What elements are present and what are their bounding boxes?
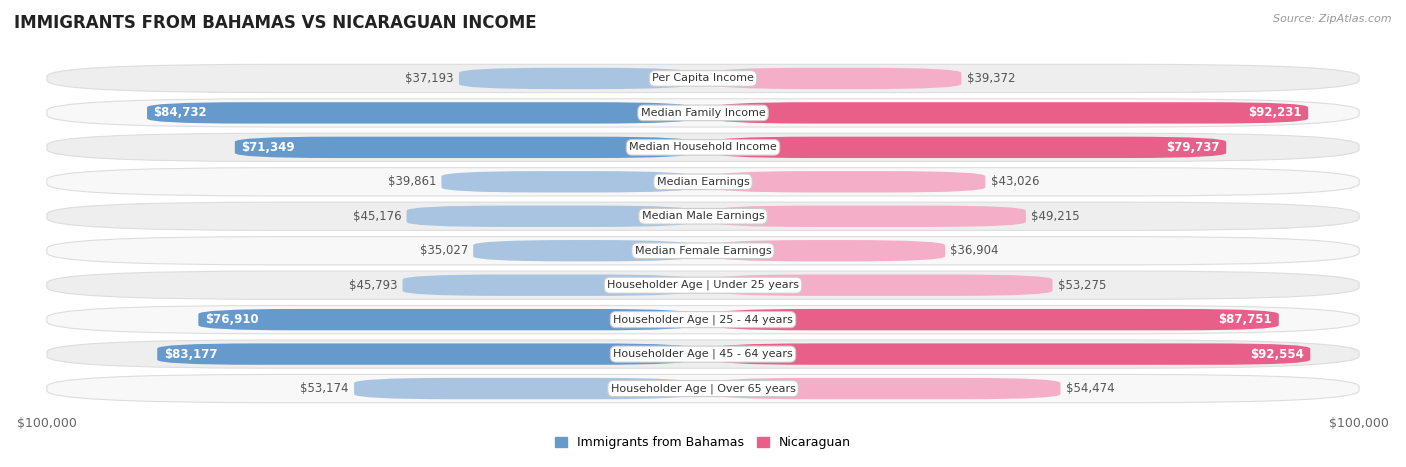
FancyBboxPatch shape [713,275,1053,296]
FancyBboxPatch shape [46,375,1360,403]
FancyBboxPatch shape [713,240,945,262]
Text: Householder Age | Over 65 years: Householder Age | Over 65 years [610,383,796,394]
FancyBboxPatch shape [713,102,1308,124]
Text: $53,275: $53,275 [1057,279,1107,292]
FancyBboxPatch shape [46,133,1360,162]
Text: Householder Age | Under 25 years: Householder Age | Under 25 years [607,280,799,290]
FancyBboxPatch shape [46,64,1360,92]
FancyBboxPatch shape [148,102,693,124]
Text: $43,026: $43,026 [991,175,1039,188]
FancyBboxPatch shape [458,68,693,89]
FancyBboxPatch shape [46,99,1360,127]
FancyBboxPatch shape [157,343,693,365]
FancyBboxPatch shape [46,168,1360,196]
Text: Median Family Income: Median Family Income [641,108,765,118]
FancyBboxPatch shape [46,305,1360,334]
Text: $83,177: $83,177 [165,347,218,361]
FancyBboxPatch shape [402,275,693,296]
Text: $79,737: $79,737 [1166,141,1219,154]
FancyBboxPatch shape [713,137,1226,158]
Text: $39,861: $39,861 [388,175,436,188]
Text: IMMIGRANTS FROM BAHAMAS VS NICARAGUAN INCOME: IMMIGRANTS FROM BAHAMAS VS NICARAGUAN IN… [14,14,537,32]
Text: $76,910: $76,910 [205,313,259,326]
FancyBboxPatch shape [713,343,1310,365]
Text: $54,474: $54,474 [1066,382,1115,395]
Text: Median Earnings: Median Earnings [657,177,749,187]
Text: Householder Age | 45 - 64 years: Householder Age | 45 - 64 years [613,349,793,359]
FancyBboxPatch shape [198,309,693,330]
Text: $36,904: $36,904 [950,244,998,257]
FancyBboxPatch shape [46,340,1360,368]
FancyBboxPatch shape [713,378,1060,399]
Text: $45,793: $45,793 [349,279,398,292]
FancyBboxPatch shape [713,68,962,89]
Text: $92,554: $92,554 [1250,347,1303,361]
FancyBboxPatch shape [406,205,693,227]
Text: Median Female Earnings: Median Female Earnings [634,246,772,256]
Text: $84,732: $84,732 [153,106,207,120]
FancyBboxPatch shape [46,271,1360,299]
Legend: Immigrants from Bahamas, Nicaraguan: Immigrants from Bahamas, Nicaraguan [550,432,856,454]
Text: $53,174: $53,174 [301,382,349,395]
Text: $92,231: $92,231 [1249,106,1302,120]
FancyBboxPatch shape [441,171,693,192]
FancyBboxPatch shape [46,202,1360,230]
FancyBboxPatch shape [46,237,1360,265]
Text: Median Household Income: Median Household Income [628,142,778,152]
FancyBboxPatch shape [713,171,986,192]
Text: $39,372: $39,372 [966,72,1015,85]
Text: Source: ZipAtlas.com: Source: ZipAtlas.com [1274,14,1392,24]
FancyBboxPatch shape [713,309,1279,330]
Text: $49,215: $49,215 [1031,210,1080,223]
Text: $87,751: $87,751 [1219,313,1272,326]
Text: $71,349: $71,349 [242,141,295,154]
Text: Median Male Earnings: Median Male Earnings [641,211,765,221]
FancyBboxPatch shape [474,240,693,262]
FancyBboxPatch shape [354,378,693,399]
FancyBboxPatch shape [713,205,1026,227]
Text: $35,027: $35,027 [419,244,468,257]
Text: $45,176: $45,176 [353,210,401,223]
Text: $37,193: $37,193 [405,72,454,85]
Text: Per Capita Income: Per Capita Income [652,73,754,84]
Text: Householder Age | 25 - 44 years: Householder Age | 25 - 44 years [613,314,793,325]
FancyBboxPatch shape [235,137,693,158]
